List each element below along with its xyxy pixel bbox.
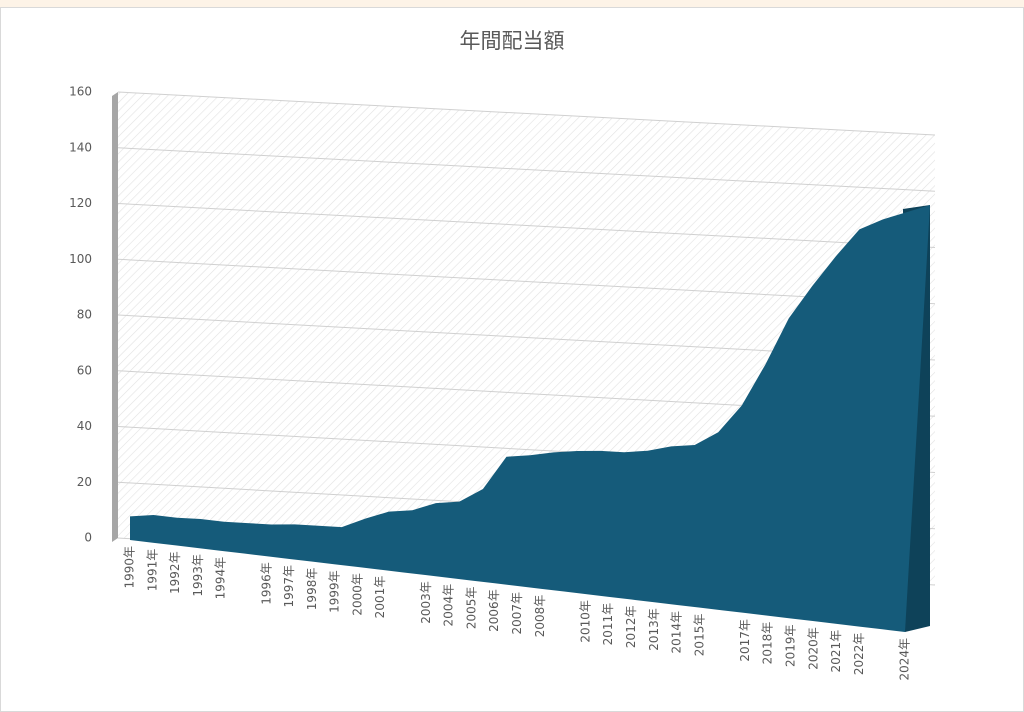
x-tick-label: 2004年 [442, 584, 456, 627]
y-tick-label: 120 [69, 196, 92, 210]
x-tick-label: 1996年 [259, 562, 273, 605]
x-tick-label: 2020年 [806, 627, 820, 670]
y-tick-label: 100 [69, 252, 92, 266]
x-tick-label: 2012年 [624, 606, 638, 649]
x-tick-label: 2003年 [419, 581, 433, 624]
x-tick-label: 2024年 [898, 638, 912, 681]
y-tick-label: 60 [77, 363, 92, 377]
x-tick-label: 2015年 [692, 614, 706, 657]
area [130, 205, 930, 632]
x-tick-label: 2022年 [852, 633, 866, 676]
x-tick-label: 1992年 [168, 551, 182, 594]
x-tick-label: 2021年 [829, 630, 843, 673]
x-tick-label: 2014年 [670, 611, 684, 654]
x-tick-label: 2001年 [373, 576, 387, 619]
grid-line [117, 91, 936, 136]
y-tick-label: 40 [77, 419, 92, 433]
y-tick-label: 20 [77, 475, 92, 489]
y-tick-label: 80 [77, 308, 92, 322]
y-tick-label: 0 [84, 531, 92, 545]
x-tick-label: 2006年 [487, 589, 501, 632]
x-tick-label: 2010年 [578, 600, 592, 643]
grid-line [117, 147, 936, 192]
x-tick-label: 1990年 [123, 546, 137, 589]
y-tick-label: 140 [69, 140, 92, 154]
y-tick-label: 160 [69, 85, 92, 99]
x-tick-label: 1999年 [328, 570, 342, 613]
x-tick-label: 2017年 [738, 619, 752, 662]
grid-line [117, 203, 936, 248]
side-wall [112, 92, 118, 542]
x-tick-label: 1991年 [145, 549, 159, 592]
x-tick-label: 1994年 [214, 557, 228, 600]
x-tick-label: 1993年 [191, 554, 205, 597]
x-tick-label: 2011年 [601, 603, 615, 646]
grid-line [117, 258, 936, 305]
x-tick-label: 2005年 [464, 587, 478, 630]
x-tick-label: 2013年 [647, 608, 661, 651]
x-tick-label: 2000年 [350, 573, 364, 616]
chart-title: 年間配当額 [460, 29, 565, 53]
x-tick-label: 2019年 [784, 624, 798, 667]
x-tick-label: 1998年 [305, 568, 319, 611]
x-tick-label: 2007年 [510, 592, 524, 635]
x-tick-label: 2018年 [761, 622, 775, 665]
top-band [0, 0, 1024, 7]
x-tick-label: 1997年 [282, 565, 296, 608]
x-tick-label: 2008年 [533, 595, 547, 638]
